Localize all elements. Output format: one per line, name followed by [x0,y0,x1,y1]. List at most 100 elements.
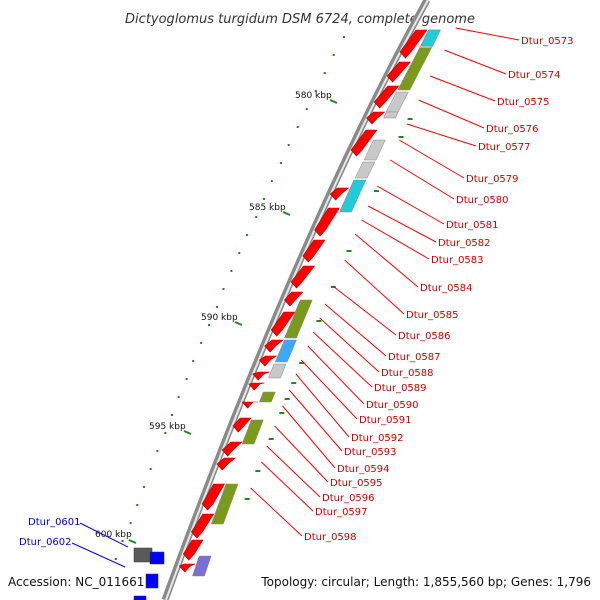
cog-block[interactable] [420,29,441,47]
gene-label[interactable]: Dtur_0590 [366,400,419,411]
gene-label[interactable]: Dtur_0591 [359,415,412,426]
leader-line [332,285,397,336]
gene-label[interactable]: Dtur_0592 [351,433,404,444]
leader-line [261,461,314,512]
cds-arrow[interactable] [191,513,215,539]
cds-arrow[interactable] [329,187,350,201]
cds-arrow[interactable] [314,207,340,237]
cds-arrow[interactable] [182,539,204,561]
gc-dot [323,72,326,74]
gc-dot [255,216,258,218]
cog-block[interactable] [241,419,264,445]
skew-marker [244,498,250,500]
cog-block[interactable] [268,363,287,379]
cog-block[interactable] [383,111,399,119]
gene-label[interactable]: Dtur_0585 [406,310,459,321]
cog-block[interactable] [210,483,239,525]
cds-arrow[interactable] [302,239,326,263]
gene-label[interactable]: Dtur_0594 [337,464,390,475]
gene-label[interactable]: Dtur_0596 [322,493,375,504]
cds-arrow[interactable] [252,371,270,381]
reverse-cds-feature[interactable] [149,551,165,565]
gene-label[interactable]: Dtur_0598 [304,532,357,543]
cds-arrow[interactable] [201,483,226,511]
gc-dot [279,162,282,164]
gene-label[interactable]: Dtur_0597 [315,507,368,518]
gc-dot [332,54,335,56]
leader-line [344,259,405,315]
topology-text: Topology: circular; Length: 1,855,560 bp… [260,575,591,589]
skew-marker [279,412,285,414]
gc-dot [156,450,159,452]
gene-label[interactable]: Dtur_0587 [388,352,441,363]
leader-line [361,219,430,260]
gene-label[interactable]: Dtur_0593 [344,447,397,458]
cog-block[interactable] [354,161,376,179]
skew-marker [284,398,290,400]
cds-arrow[interactable] [350,129,378,157]
gene-label[interactable]: Dtur_0584 [420,283,473,294]
cds-arrow[interactable] [178,563,196,573]
cds-arrow[interactable] [248,382,265,391]
cog-block[interactable] [339,179,367,213]
gene-label[interactable]: Dtur_0577 [478,142,531,153]
leader-line [282,405,336,469]
kbp-label: 595 kbp [149,422,186,432]
gene-label[interactable]: Dtur_0576 [486,124,539,135]
cds-arrow[interactable] [386,61,412,83]
cds-arrow[interactable] [270,311,296,337]
cds-arrow[interactable] [399,29,428,59]
cog-block[interactable] [192,555,212,577]
cds-arrow[interactable] [241,401,258,409]
gene-label[interactable]: Dtur_0580 [456,195,509,206]
cds-arrow[interactable] [290,265,316,289]
leader-line [288,389,343,452]
leader-line [295,373,350,438]
leader-line [274,425,329,483]
gc-dot [287,144,290,146]
leader-line [307,345,365,405]
gene-label[interactable]: Dtur_0575 [497,97,550,108]
leader-line [429,75,496,102]
cds-arrow[interactable] [264,339,284,353]
gene-label[interactable]: Dtur_0573 [521,36,574,47]
reverse-cds-feature[interactable] [133,595,147,600]
gene-label[interactable]: Dtur_0588 [381,368,434,379]
gene-label[interactable]: Dtur_0574 [508,70,561,81]
leader-line [444,49,507,75]
gene-label[interactable]: Dtur_0589 [374,383,427,394]
cds-arrow[interactable] [232,417,252,433]
gene-label[interactable]: Dtur_0586 [398,331,451,342]
gene-label[interactable]: Dtur_0579 [466,174,519,185]
cds-arrow[interactable] [216,457,237,471]
gene-label[interactable]: Dtur_0595 [330,478,383,489]
cog-block[interactable] [284,299,313,339]
cds-arrow[interactable] [221,441,243,457]
gene-label[interactable]: Dtur_0582 [438,238,491,249]
kbp-label: 600 kbp [95,530,132,540]
gc-dot [238,252,241,254]
skew-marker [291,382,297,384]
gene-label[interactable]: Dtur_0601 [28,517,81,528]
leader-line [398,139,465,179]
gene-label[interactable]: Dtur_0602 [19,537,72,548]
cds-arrow[interactable] [258,355,278,367]
cog-block[interactable] [397,47,432,91]
kbp-label: 590 kbp [201,313,238,323]
gc-dot [170,414,173,416]
cds-arrow[interactable] [284,291,304,307]
cog-block[interactable] [363,139,386,161]
cog-block[interactable] [258,391,276,403]
gene-label[interactable]: Dtur_0581 [446,220,499,231]
kbp-tick [183,430,192,435]
forward-cds-track [133,29,428,600]
leader-line [455,27,520,41]
skew-marker [299,362,305,364]
cds-arrow[interactable] [366,111,386,125]
reverse-cds-feature[interactable] [145,573,159,589]
reverse-cds-feature[interactable] [133,547,153,563]
cds-arrow[interactable] [373,85,400,109]
cog-block[interactable] [274,339,297,363]
gene-label[interactable]: Dtur_0583 [431,255,484,266]
